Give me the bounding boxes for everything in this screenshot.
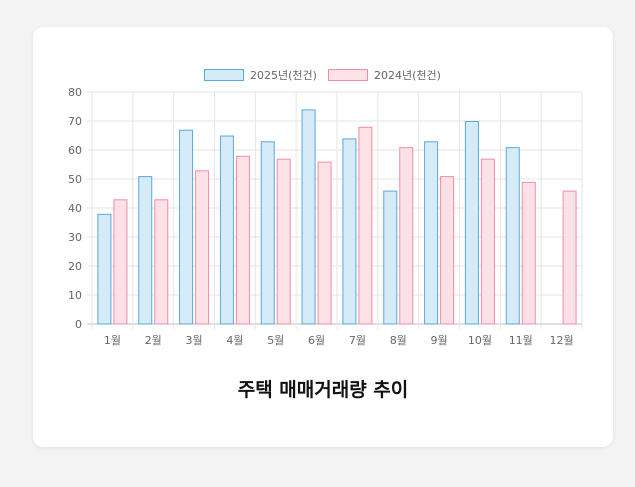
x-tick-label: 9월 bbox=[431, 334, 448, 347]
bar-series-2[interactable] bbox=[562, 190, 577, 325]
x-tick-label: 7월 bbox=[349, 334, 366, 347]
bar-chart: 2025년(천건) 2024년(천건) 0 10 20 30 40 50 60 70 80 1월 2… bbox=[68, 68, 583, 347]
legend-label: 2024년(천건) bbox=[374, 68, 441, 82]
bar-series-1[interactable] bbox=[138, 176, 153, 325]
bar-series-1[interactable] bbox=[464, 121, 479, 325]
y-tick-label: 60 bbox=[68, 144, 82, 157]
x-tick-label: 5월 bbox=[267, 334, 284, 347]
x-tick-label: 6월 bbox=[308, 334, 325, 347]
chart-title: 주택 매매거래량 추이 bbox=[237, 379, 409, 401]
x-axis: 1월 2월 3월 4월 5월 6월 7월 8월 9월 10월 11월 12월 bbox=[104, 334, 574, 347]
bar-series-1[interactable] bbox=[179, 129, 194, 325]
bar-series-1[interactable] bbox=[505, 147, 520, 325]
x-tick-label: 10월 bbox=[468, 334, 492, 347]
bar-series-2[interactable] bbox=[317, 161, 332, 325]
chart-card: 2025년(천건) 2024년(천건) 0 10 20 30 40 50 60 70 80 1월 2… bbox=[33, 27, 613, 447]
y-tick-label: 40 bbox=[68, 202, 82, 215]
x-tick-label: 12월 bbox=[550, 334, 574, 347]
legend-label: 2025년(천건) bbox=[250, 68, 317, 82]
bar-series-1[interactable] bbox=[219, 135, 234, 325]
bar-series-2[interactable] bbox=[399, 147, 414, 325]
y-axis: 0 10 20 30 40 50 60 70 80 bbox=[68, 86, 82, 331]
bar-series-1[interactable] bbox=[97, 213, 112, 325]
grid-lines bbox=[87, 91, 583, 329]
y-tick-label: 30 bbox=[68, 231, 82, 244]
bars bbox=[97, 109, 577, 325]
bar-series-2[interactable] bbox=[154, 199, 169, 325]
y-tick-label: 10 bbox=[68, 289, 82, 302]
bar-series-2[interactable] bbox=[358, 126, 373, 325]
bar-series-2[interactable] bbox=[480, 158, 495, 325]
bar-series-1[interactable] bbox=[260, 141, 275, 325]
legend: 2025년(천건) 2024년(천건) bbox=[204, 68, 441, 82]
bar-series-2[interactable] bbox=[113, 199, 128, 325]
y-tick-label: 50 bbox=[68, 173, 82, 186]
bar-series-1[interactable] bbox=[301, 109, 316, 325]
x-tick-label: 11월 bbox=[509, 334, 533, 347]
y-tick-label: 70 bbox=[68, 115, 82, 128]
bar-series-2[interactable] bbox=[521, 181, 536, 325]
x-tick-label: 8월 bbox=[390, 334, 407, 347]
bar-series-2[interactable] bbox=[195, 170, 210, 325]
bar-series-2[interactable] bbox=[235, 155, 250, 325]
x-tick-label: 2월 bbox=[145, 334, 162, 347]
legend-swatch bbox=[328, 69, 368, 81]
x-tick-label: 4월 bbox=[226, 334, 243, 347]
bar-series-1[interactable] bbox=[342, 138, 357, 325]
x-tick-label: 1월 bbox=[104, 334, 121, 347]
y-tick-label: 0 bbox=[75, 318, 82, 331]
bar-series-2[interactable] bbox=[276, 158, 291, 325]
bar-series-2[interactable] bbox=[440, 176, 455, 325]
bar-series-1[interactable] bbox=[383, 190, 398, 325]
y-tick-label: 80 bbox=[68, 86, 82, 99]
bar-series-1[interactable] bbox=[424, 141, 439, 325]
x-tick-label: 3월 bbox=[186, 334, 203, 347]
y-tick-label: 20 bbox=[68, 260, 82, 273]
legend-swatch bbox=[204, 69, 244, 81]
